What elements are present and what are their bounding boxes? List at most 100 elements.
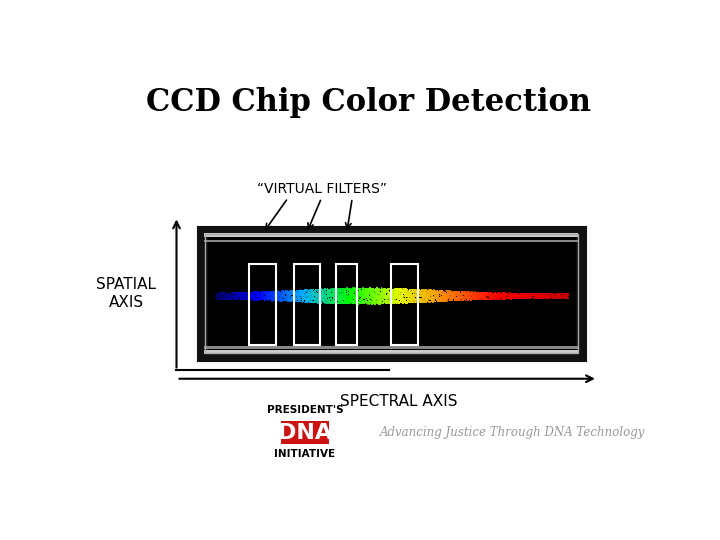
Bar	[235, 295, 238, 296]
Bar	[239, 294, 241, 295]
Bar	[305, 291, 307, 293]
Bar	[217, 293, 218, 294]
Bar	[381, 292, 382, 293]
Bar	[467, 291, 468, 293]
Bar	[305, 301, 307, 302]
Bar	[399, 288, 401, 290]
Bar	[564, 296, 565, 298]
Bar	[216, 298, 218, 300]
Bar	[395, 298, 396, 300]
Bar	[330, 292, 331, 293]
Bar	[405, 292, 408, 294]
Bar	[462, 298, 463, 299]
Bar	[317, 291, 318, 292]
Bar	[372, 289, 373, 290]
Bar	[293, 299, 295, 301]
Bar	[306, 293, 308, 294]
Bar	[295, 300, 297, 301]
Bar	[441, 298, 443, 299]
Bar	[402, 295, 403, 296]
Bar	[462, 292, 464, 293]
Bar	[231, 296, 233, 298]
Bar	[238, 293, 240, 294]
Bar	[416, 291, 418, 292]
Bar	[332, 299, 333, 300]
Bar	[538, 298, 539, 299]
Bar	[251, 294, 253, 295]
Bar	[243, 293, 245, 294]
Bar	[217, 294, 220, 295]
Bar	[293, 299, 294, 300]
Bar	[436, 297, 438, 298]
Bar	[521, 293, 523, 294]
Bar	[449, 300, 450, 301]
Bar	[427, 295, 428, 296]
Bar	[300, 295, 302, 297]
Bar	[337, 291, 339, 293]
Bar	[454, 294, 456, 295]
Bar	[326, 299, 328, 301]
Bar	[354, 292, 356, 293]
Bar	[350, 297, 351, 298]
Bar	[543, 297, 545, 298]
Bar	[256, 292, 257, 293]
Bar	[487, 294, 488, 296]
Bar	[353, 300, 354, 301]
Bar	[563, 294, 564, 295]
Bar	[327, 294, 328, 295]
Bar	[269, 299, 271, 300]
Bar	[447, 293, 449, 294]
Bar	[396, 298, 398, 299]
Bar	[554, 295, 555, 296]
Bar	[374, 300, 376, 301]
Bar	[266, 291, 268, 292]
Bar	[297, 289, 298, 291]
Bar	[380, 299, 381, 300]
Bar	[287, 298, 288, 299]
Bar	[340, 298, 342, 299]
Bar	[407, 295, 408, 296]
Bar	[371, 290, 373, 291]
Bar	[378, 297, 379, 298]
Bar	[379, 303, 381, 304]
Bar	[394, 298, 395, 299]
Bar	[454, 295, 456, 296]
Bar	[364, 302, 365, 303]
Bar	[377, 295, 378, 296]
Bar	[353, 292, 354, 293]
Bar	[428, 291, 431, 292]
Bar	[376, 288, 377, 289]
Bar	[449, 296, 451, 297]
Bar	[350, 302, 352, 303]
Bar	[289, 294, 292, 295]
Bar	[426, 301, 428, 302]
Bar	[396, 288, 398, 289]
Bar	[281, 294, 283, 295]
Bar	[477, 295, 478, 296]
Bar	[289, 294, 290, 295]
Bar	[249, 294, 251, 295]
Bar	[313, 293, 315, 294]
Bar	[258, 296, 259, 298]
Bar	[346, 291, 348, 292]
Bar	[403, 300, 404, 301]
Bar	[364, 296, 366, 297]
Bar	[446, 294, 448, 295]
Bar	[494, 294, 496, 295]
Bar	[402, 297, 403, 298]
Bar	[481, 294, 483, 295]
Bar	[482, 295, 484, 296]
Bar	[410, 299, 412, 300]
Bar	[348, 292, 349, 294]
Bar	[263, 298, 265, 299]
Bar	[261, 296, 263, 297]
Bar	[431, 300, 433, 301]
Bar	[401, 294, 403, 295]
Bar	[398, 297, 400, 298]
Bar	[314, 296, 315, 298]
Bar	[384, 302, 385, 303]
Bar	[408, 295, 409, 296]
Bar	[346, 296, 348, 297]
Bar	[299, 300, 300, 301]
Bar	[396, 290, 397, 291]
